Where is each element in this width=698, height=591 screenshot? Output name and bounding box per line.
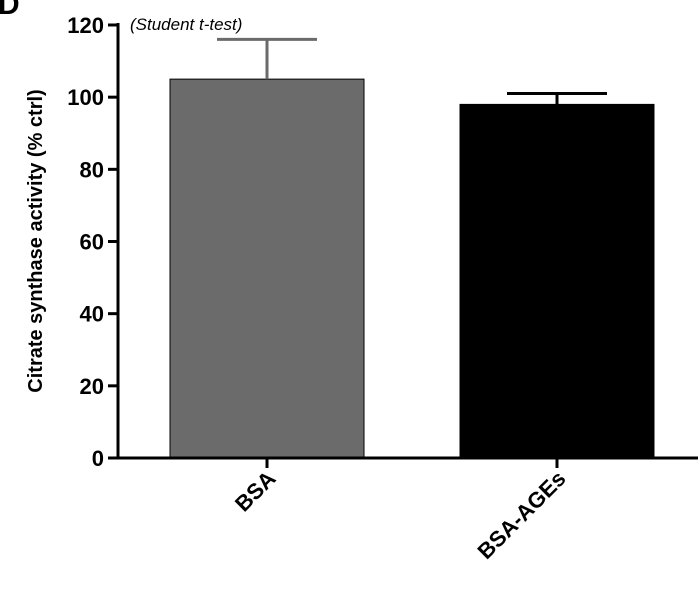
x-tick-label-bsa: BSA xyxy=(230,466,281,517)
y-axis-title: Citrate synthase activity (% ctrl) xyxy=(25,89,47,392)
panel-label: D xyxy=(0,0,20,21)
bars-layer xyxy=(169,78,655,459)
axes-layer xyxy=(108,23,698,468)
x-tick-labels: BSA BSA-AGEs xyxy=(230,466,571,564)
error-bar-bsa xyxy=(217,37,317,80)
y-tick-label-100: 100 xyxy=(67,85,104,110)
y-tick-label-0: 0 xyxy=(92,446,104,471)
bar-bsa xyxy=(169,78,365,459)
y-tick-label-80: 80 xyxy=(80,157,104,182)
chart-annotation: (Student t-test) xyxy=(130,15,242,34)
error-bar-bsa-ages xyxy=(507,92,607,105)
y-tick-labels: 0 20 40 60 80 100 120 xyxy=(67,13,104,471)
y-tick-label-20: 20 xyxy=(80,374,104,399)
y-tick-label-120: 120 xyxy=(67,13,104,38)
x-tick-label-bsa-ages: BSA-AGEs xyxy=(472,466,570,564)
y-tick-label-40: 40 xyxy=(80,302,104,327)
bar-bsa-ages xyxy=(459,103,655,459)
error-bars-layer xyxy=(217,37,607,105)
y-tick-label-60: 60 xyxy=(80,230,104,255)
